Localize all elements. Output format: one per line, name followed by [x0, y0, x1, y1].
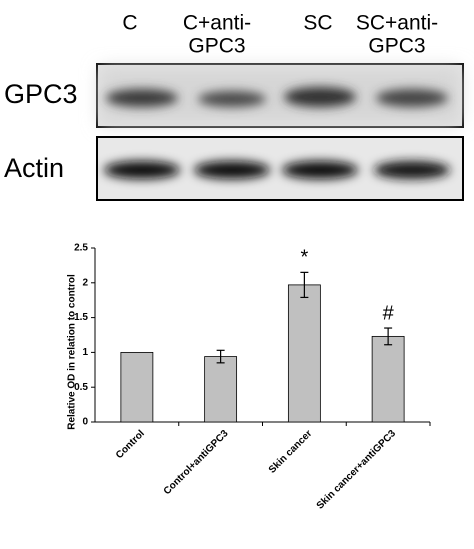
y-tick-label: 2.5 — [74, 243, 88, 254]
y-tick-label: 2 — [82, 277, 88, 288]
x-tick-label: Skin cancer — [267, 428, 315, 476]
lane-label: SC+anti- — [356, 12, 438, 35]
row-label: Actin — [4, 153, 64, 183]
x-tick-label: Control+antiGPC3 — [162, 428, 231, 497]
blot-actin — [96, 136, 464, 201]
bar — [287, 284, 321, 423]
y-tick-label: 0.5 — [74, 382, 88, 393]
bar — [204, 356, 238, 423]
y-tick-label: 1.5 — [74, 312, 88, 323]
annotation: * — [300, 247, 308, 269]
lane-label: GPC3 — [368, 35, 425, 58]
y-tick-label: 0 — [82, 417, 88, 428]
lane-label: SC — [303, 12, 332, 35]
x-tick-label: Control — [114, 428, 147, 461]
row-label: GPC3 — [4, 79, 78, 109]
y-tick-label: 1 — [82, 347, 88, 358]
bar — [120, 351, 154, 423]
bar — [371, 335, 405, 423]
blot-gpc3 — [96, 63, 464, 128]
lane-label: C+anti- — [183, 12, 251, 35]
lane-label: C — [122, 12, 137, 35]
lane-label: GPC3 — [188, 35, 245, 58]
x-tick-label: Skin cancer+antiGPC3 — [315, 428, 399, 512]
annotation: # — [383, 302, 395, 324]
y-axis-label: Relative OD in relation to control — [67, 274, 78, 430]
